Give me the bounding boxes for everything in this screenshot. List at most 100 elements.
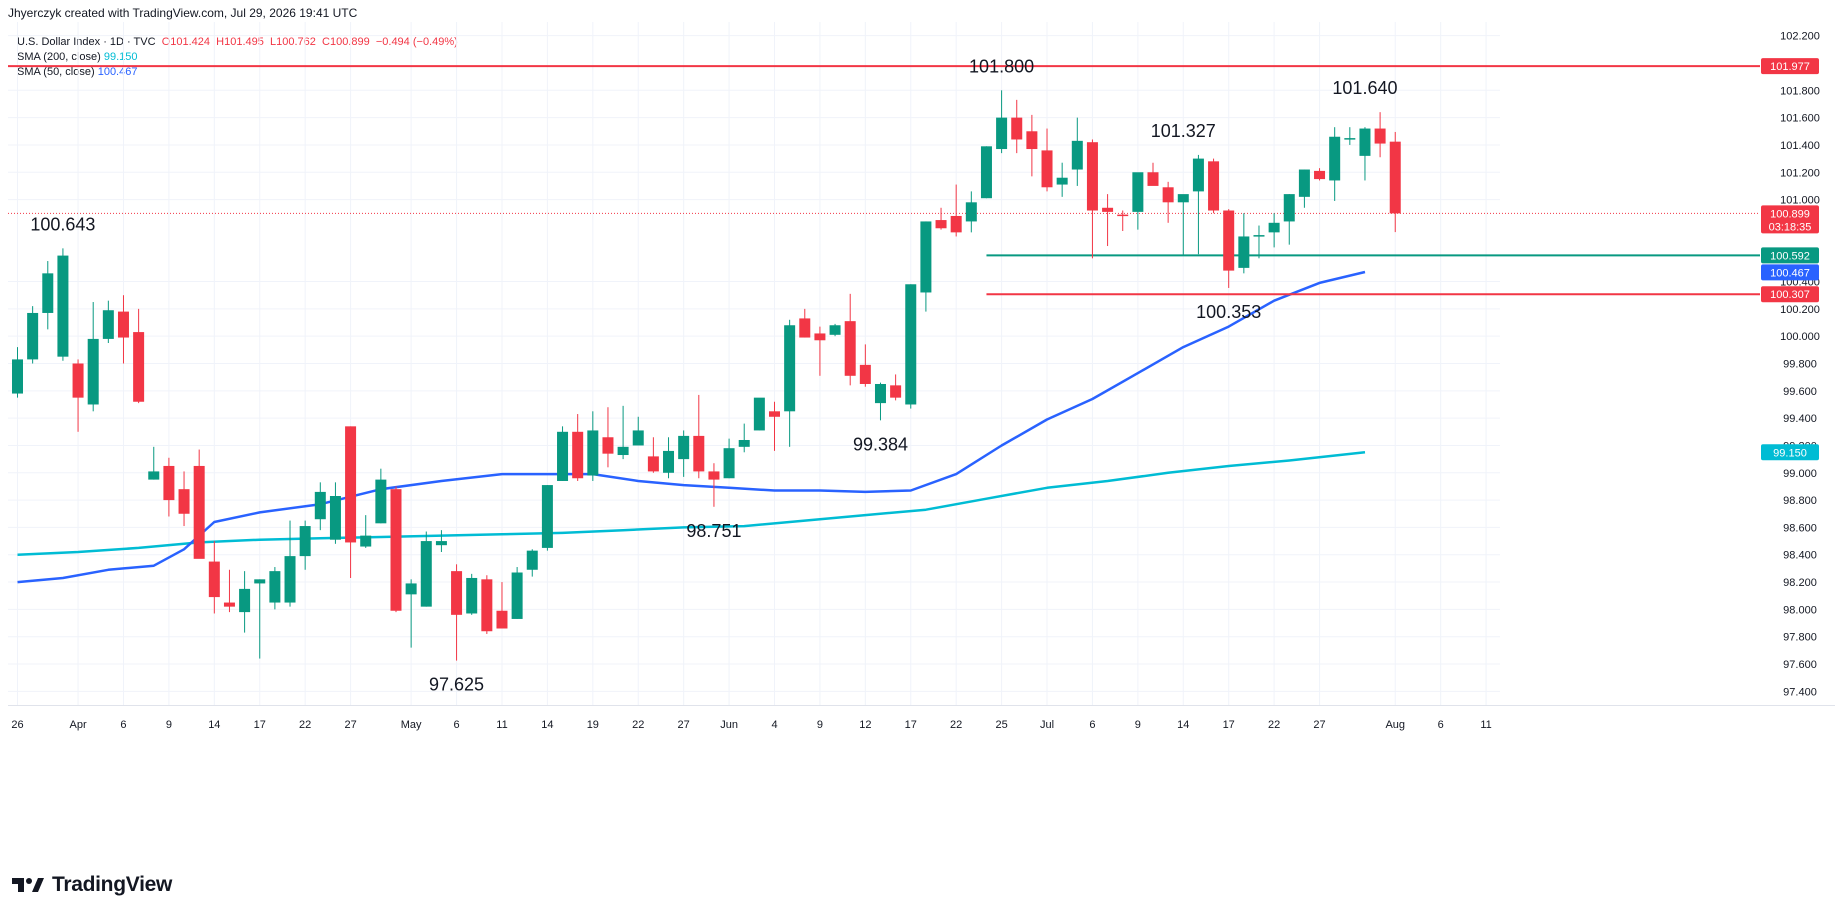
candle-body	[753, 397, 765, 431]
candle-body	[269, 571, 281, 603]
price-annotation: 101.640	[1332, 78, 1397, 98]
candle-bearish	[390, 486, 402, 613]
x-tick-label: 25	[995, 719, 1007, 731]
candle-body	[329, 496, 341, 540]
candle-bullish	[753, 397, 765, 431]
candle-bullish	[996, 90, 1008, 154]
candle-body	[890, 385, 902, 398]
y-tick-label: 100.000	[1780, 331, 1820, 343]
candle-bullish	[541, 485, 553, 551]
candle-bearish	[1011, 99, 1023, 154]
sma50-legend-row[interactable]: SMA (50, close) 100.467	[17, 65, 458, 80]
candle-bullish	[784, 319, 796, 447]
candle-body	[693, 435, 705, 472]
low-line-badge	[1761, 286, 1819, 303]
x-tick-label: 22	[299, 719, 311, 731]
tradingview-logo-icon	[12, 878, 44, 892]
candle-bullish	[1329, 127, 1341, 201]
candle-body	[708, 471, 720, 480]
candle-bearish	[72, 359, 84, 432]
candle-body	[420, 541, 432, 607]
candle-body	[799, 318, 811, 338]
resistance-line-badge-label: 101.977	[1770, 61, 1810, 73]
candle-body	[587, 430, 599, 476]
candle-body	[1071, 140, 1083, 170]
price-annotation: 97.625	[429, 675, 484, 695]
candle-body	[284, 556, 296, 603]
candle-bullish	[360, 515, 372, 548]
y-tick-label: 98.800	[1783, 495, 1817, 507]
candle-bullish	[148, 446, 160, 480]
candle-bearish	[935, 207, 947, 230]
x-tick-label: 14	[208, 719, 220, 731]
candle-body	[1283, 194, 1295, 222]
x-tick-label: May	[401, 719, 422, 731]
candle-body	[920, 221, 932, 293]
y-tick-label: 98.400	[1783, 550, 1817, 562]
candle-body	[117, 311, 129, 338]
candle-bullish	[980, 146, 992, 199]
sma200-legend-label: SMA (200, close)	[17, 51, 101, 63]
last-price-badge-label: 100.899	[1770, 208, 1810, 220]
candle-bullish	[965, 191, 977, 233]
candle-bearish	[496, 582, 508, 629]
candle-bullish	[1359, 127, 1371, 181]
x-tick-label: Aug	[1385, 719, 1405, 731]
sma50-legend-value: 100.467	[97, 66, 138, 78]
y-tick-label: 98.000	[1783, 604, 1817, 616]
candle-bullish	[738, 423, 750, 453]
x-tick-label: Jun	[720, 719, 738, 731]
x-tick-label: 11	[1480, 719, 1491, 731]
candle-body	[617, 446, 629, 456]
candle-body	[1389, 141, 1401, 214]
horizontal-levels-group	[8, 65, 1760, 296]
price-annotation: 101.327	[1151, 121, 1216, 141]
candle-bearish	[814, 326, 826, 376]
candle-bearish	[1314, 168, 1326, 181]
sma200-legend-row[interactable]: SMA (200, close) 99.150	[17, 50, 458, 65]
candle-bullish	[284, 520, 296, 607]
y-tick-label: 99.800	[1783, 359, 1817, 371]
candle-bullish	[557, 426, 569, 481]
candle-bullish	[723, 438, 735, 479]
candle-bearish	[208, 541, 220, 614]
last-price-badge-countdown: 03:18:35	[1769, 221, 1812, 233]
candle-bullish	[511, 567, 523, 619]
candle-body	[950, 215, 962, 233]
sma50-line	[17, 270, 1366, 584]
symbol-label[interactable]: U.S. Dollar Index · 1D · TVC	[17, 36, 156, 48]
y-tick-label: 97.600	[1783, 659, 1817, 671]
candle-body	[451, 571, 463, 615]
candle-body	[1056, 177, 1068, 185]
candle-body	[905, 284, 917, 405]
candle-body	[814, 333, 826, 341]
candle-body	[1359, 128, 1371, 156]
close-value: 100.899	[329, 36, 370, 48]
candle-body	[375, 479, 387, 524]
candle-bearish	[950, 184, 962, 237]
candle-bullish	[874, 382, 886, 421]
y-tick-label: 101.600	[1780, 113, 1820, 125]
chart-legend: U.S. Dollar Index · 1D · TVC O101.424 H1…	[17, 35, 458, 80]
candle-body	[844, 321, 856, 376]
candle-body	[511, 572, 523, 619]
candle-bullish	[1056, 162, 1068, 197]
candle-body	[87, 338, 99, 405]
candle-body	[541, 485, 553, 548]
candle-bearish	[1389, 131, 1401, 233]
candle-body	[42, 273, 54, 313]
candle-body	[859, 364, 871, 384]
candle-bearish	[345, 426, 357, 578]
tradingview-footer[interactable]: TradingView	[10, 873, 172, 897]
y-tick-label: 98.200	[1783, 577, 1817, 589]
x-tick-label: 4	[771, 719, 777, 731]
candle-body	[1268, 222, 1280, 233]
candle-body	[481, 579, 493, 632]
candle-bearish	[1162, 181, 1174, 223]
x-tick-label: 9	[166, 719, 172, 731]
candle-body	[1192, 158, 1204, 192]
x-tick-label: 22	[632, 719, 644, 731]
candle-body	[405, 583, 417, 595]
price-chart[interactable]: 100.643 97.625 98.751 99.384 101.800 101.327 1…	[0, 0, 1835, 865]
candle-bearish	[844, 293, 856, 386]
